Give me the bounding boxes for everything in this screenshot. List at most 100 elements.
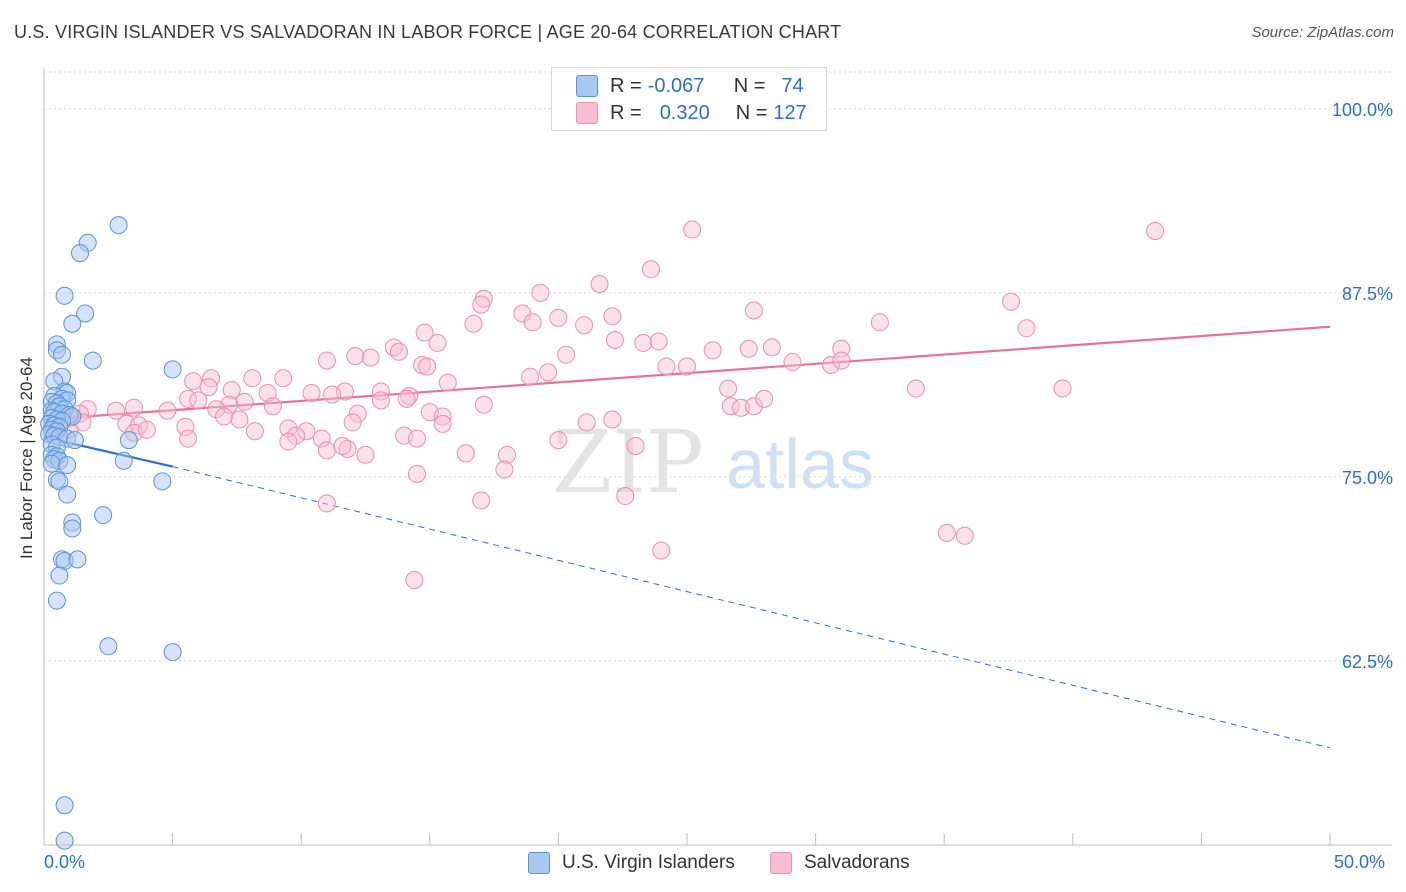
salvadoran-point: [634, 333, 653, 352]
salvadoran-point: [199, 378, 218, 397]
salvadoran-point: [312, 429, 331, 448]
salvadoran-point: [603, 410, 622, 429]
salvadoran-point: [539, 363, 558, 382]
salvadoran-point: [407, 464, 426, 483]
salvadoran-point: [397, 389, 416, 408]
watermark-atlas: atlas: [726, 425, 874, 503]
salvadoran-point: [832, 351, 851, 370]
stats-legend: R = -0.067 N = 74 R = 0.320 N = 127: [551, 67, 827, 131]
salvadoran-point: [258, 383, 277, 402]
virgin-islander-point: [119, 431, 138, 450]
salvadoran-point: [297, 422, 316, 441]
salvadoran-point: [531, 283, 550, 302]
salvadoran-point: [418, 357, 437, 376]
watermark: ZIP atlas: [552, 413, 874, 513]
salvadoran-point: [343, 413, 362, 432]
legend-n-label: N =: [733, 74, 766, 97]
salvadoran-point: [521, 367, 540, 386]
salvadoran-point: [616, 487, 635, 506]
salvadoran-point: [652, 541, 671, 560]
salvadoran-point: [497, 445, 516, 464]
legend-n-value: 74: [781, 74, 804, 97]
legend-label-virgin-islanders: U.S. Virgin Islanders: [562, 852, 735, 873]
salvadoran-point: [605, 330, 624, 349]
salvadoran-point: [433, 414, 452, 433]
source-credit: Source: ZipAtlas.com: [1251, 24, 1394, 41]
salvadoran-point: [649, 332, 668, 351]
legend-n-label: N =: [735, 101, 768, 124]
salvadoran-point: [549, 308, 568, 327]
salvadoran-point: [739, 339, 758, 358]
salvadoran-point: [405, 570, 424, 589]
salvadoran-point: [179, 429, 198, 448]
salvadoran-point: [317, 494, 336, 513]
legend-swatch-pink: [576, 102, 598, 124]
salvadoran-point: [400, 386, 419, 405]
salvadoran-point: [577, 413, 596, 432]
salvadoran-point: [557, 345, 576, 364]
salvadoran-point: [184, 372, 203, 391]
salvadoran-point: [822, 356, 841, 375]
virgin-islander-point: [109, 216, 128, 235]
virgin-islander-point: [68, 550, 87, 569]
salvadoran-point: [137, 420, 156, 439]
trend-line-salvadorans: [43, 325, 1331, 421]
legend-row-salvadorans: R = 0.320 N = 127: [576, 101, 807, 125]
legend-swatch-blue: [576, 75, 598, 97]
salvadoran-point: [189, 391, 208, 410]
salvadoran-point: [302, 383, 321, 402]
salvadoran-point: [346, 347, 365, 366]
legend-r-label: R =: [610, 101, 642, 124]
salvadoran-point: [906, 379, 925, 398]
virgin-islander-point: [58, 456, 77, 475]
salvadoran-point: [683, 220, 702, 239]
salvadoran-point: [207, 400, 226, 419]
legend-label-salvadorans: Salvadorans: [804, 852, 910, 873]
salvadoran-point: [389, 342, 408, 361]
salvadoran-point: [523, 313, 542, 332]
salvadoran-point: [338, 439, 357, 458]
virgin-islander-point: [76, 304, 95, 323]
legend-item-virgin-islanders: U.S. Virgin Islanders: [528, 852, 735, 874]
salvadoran-point: [474, 395, 493, 414]
salvadoran-point: [356, 445, 375, 464]
virgin-islander-point: [83, 351, 102, 370]
virgin-islander-point: [55, 831, 74, 850]
salvadoran-point: [274, 369, 293, 388]
x-tick-label-max: 50.0%: [1334, 852, 1386, 872]
salvadoran-point: [107, 401, 126, 420]
legend-swatch-blue: [528, 852, 550, 874]
salvadoran-point: [575, 316, 594, 335]
legend-row-virgin-islanders: R = -0.067 N = 74: [576, 74, 804, 98]
salvadoran-point: [744, 397, 763, 416]
virgin-islander-point: [94, 506, 113, 525]
salvadoran-point: [317, 351, 336, 370]
virgin-islander-point: [63, 519, 82, 538]
salvadoran-point: [678, 357, 696, 376]
salvadoran-point: [590, 275, 609, 294]
virgin-islander-point: [55, 796, 74, 815]
salvadoran-point: [433, 407, 452, 426]
y-tick-label: 62.5%: [1342, 652, 1393, 672]
virgin-islander-point: [65, 431, 84, 450]
salvadoran-point: [755, 389, 774, 408]
salvadoran-point: [472, 295, 491, 314]
salvadoran-point: [428, 333, 447, 352]
legend-r-value: 0.320: [659, 101, 710, 124]
salvadoran-point: [317, 441, 336, 460]
virgin-islander-point: [99, 637, 118, 656]
salvadoran-point: [438, 373, 457, 392]
virgin-islander-point: [50, 472, 69, 491]
virgin-islander-point: [58, 485, 77, 504]
salvadoran-point: [549, 431, 568, 450]
y-axis-label: In Labor Force | Age 20-64: [17, 357, 36, 559]
salvadoran-point: [245, 422, 264, 441]
salvadoran-point: [657, 357, 676, 376]
salvadoran-point: [762, 338, 781, 357]
virgin-islander-point: [71, 244, 90, 263]
salvadoran-point: [744, 301, 763, 320]
legend-item-salvadorans: Salvadorans: [770, 852, 910, 874]
virgin-islander-point: [53, 345, 72, 364]
salvadoran-point: [333, 436, 352, 455]
virgin-islander-point: [55, 286, 74, 305]
